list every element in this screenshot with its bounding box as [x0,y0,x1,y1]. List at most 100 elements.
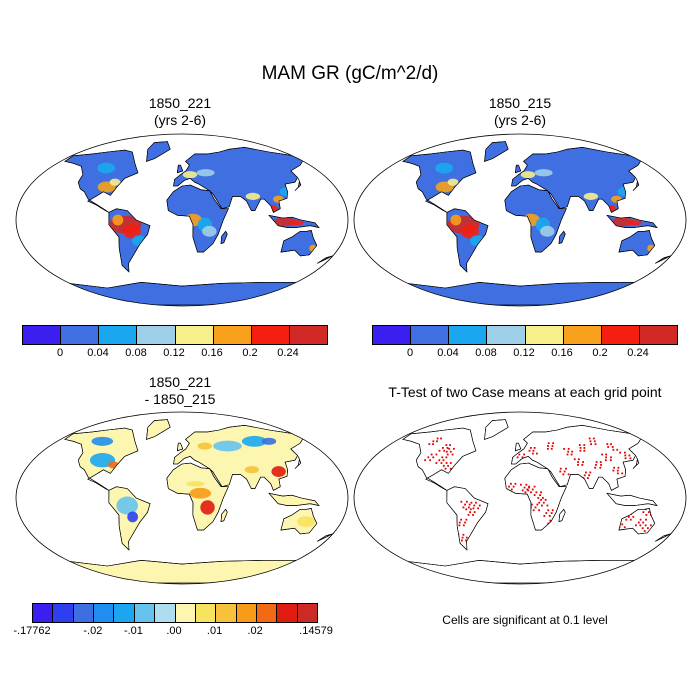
value-patch [116,496,138,515]
significant-cell [605,456,607,459]
significant-cell [586,477,589,480]
colorbar-swatch [53,604,74,622]
panel-title-top-left: 1850_221 (yrs 2-6) [70,95,290,129]
significant-cell [468,503,471,506]
significant-cell [465,518,468,521]
significant-cell [528,449,531,452]
significant-cell [535,452,538,455]
significant-cell [605,453,608,456]
colorbar-labels-top-right: 0 0.04 0.08 0.12 0.16 0.2 0.24 [372,347,676,361]
significant-cell [571,450,574,453]
significant-cell [527,489,530,492]
significant-cell [544,498,547,501]
significant-cell [449,444,451,446]
map-border [353,133,687,307]
colorbar-swatch [114,604,135,622]
significant-cell [440,462,443,464]
significant-cell [646,527,649,530]
value-patch [297,516,316,528]
map-top-left [15,133,349,307]
significant-cell [448,447,451,450]
significant-cell [610,456,612,459]
significant-cell [619,451,622,454]
significant-cell [472,514,474,516]
colorbar-swatch [563,326,602,344]
value-patch [534,169,553,177]
value-patch [271,466,286,477]
value-patch [583,192,599,200]
colorbar-top-left [22,325,328,345]
value-patch [627,220,642,226]
significant-cell [623,526,626,529]
significant-cell [427,456,430,459]
significant-cell [531,452,534,455]
significant-cell [464,521,466,524]
significant-cell [451,453,454,456]
significant-cell [559,467,562,470]
colorbar-top-right [372,325,678,345]
significant-cell [613,466,616,469]
colorbar-tick-label: -.17762 [13,625,51,637]
value-patch [460,224,479,239]
significant-cell [567,473,570,476]
significant-cell [606,443,609,446]
colorbar-swatch [175,326,214,344]
colorbar-tick-label: -.02 [83,625,103,637]
significant-cell [514,482,517,485]
panel-title-line2: - 1850_215 [144,391,216,407]
colorbar-swatch [216,604,237,622]
significant-cell [460,500,463,503]
significant-cell [594,443,597,446]
significant-cell [445,450,448,453]
value-patch [213,440,242,452]
colorbar-tick-label: 0 [56,347,64,359]
colorbar-swatch [256,604,278,622]
value-patch [182,171,198,179]
significant-cell [526,488,529,491]
significant-cell [589,471,592,474]
significant-cell [441,447,444,449]
colorbar-bottom-left [32,603,318,623]
colorbar-tick-label: .01 [206,625,223,637]
significant-cell [516,456,519,459]
value-patch [202,225,217,237]
colorbar-tick-label: 0.04 [87,347,109,359]
colorbar-tick-label: 0.24 [277,347,299,359]
panel-title-line2: (yrs 2-6) [153,112,207,128]
significant-cell [538,509,540,512]
significant-cell [470,501,473,504]
significant-cell [461,539,463,542]
significant-cell [632,515,635,518]
panel-title-line1: 1850_221 [148,95,212,111]
significant-cell [530,491,532,494]
map-border [353,411,687,585]
colorbar-tick-label: .14579 [299,625,333,637]
colorbar-swatch [99,326,138,344]
value-patch [97,162,116,174]
colorbar-swatch [289,326,327,344]
significant-cell [449,450,452,453]
colorbar-swatch [449,326,488,344]
significant-cell [642,521,645,524]
significant-cell [577,464,579,466]
colorbar-swatch [277,604,298,622]
colorbar-tick-label: 0.08 [475,347,497,359]
value-patch [189,487,212,499]
significant-cell [445,456,448,459]
significant-cell [462,533,465,536]
significant-cell [465,536,468,539]
significant-cell [610,443,612,446]
significant-cell [627,515,630,518]
significant-cell [446,453,449,456]
significant-cell [447,464,450,467]
colorbar-swatch [137,326,176,344]
map-bottom-right [353,411,687,585]
colorbar-tick-label: 0.12 [513,347,535,359]
significant-cell [601,453,604,456]
significant-cell [458,524,461,527]
colorbar-tick-label: 0.24 [627,347,649,359]
significant-cell [629,457,632,460]
significant-cell [590,443,592,446]
significant-cell [647,511,650,514]
significant-cell [599,466,602,469]
